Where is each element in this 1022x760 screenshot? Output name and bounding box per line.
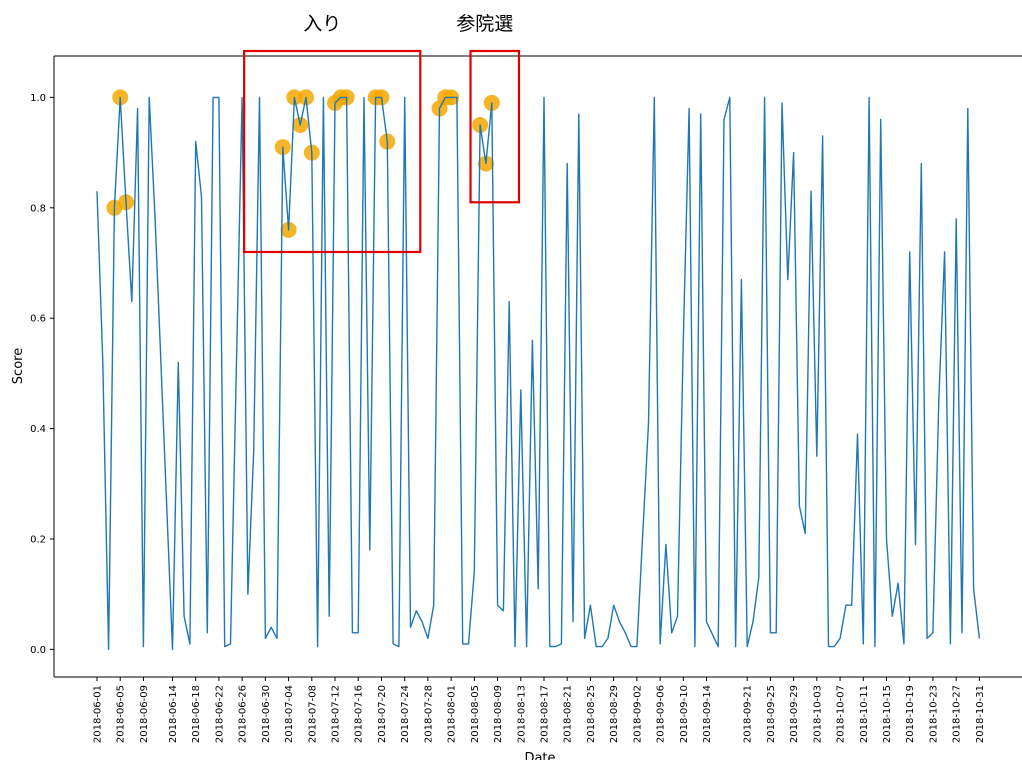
x-tick-label: 2018-08-01 <box>447 685 458 743</box>
y-tick-label: 0.0 <box>30 645 46 656</box>
x-tick-label: 2018-07-16 <box>354 685 365 743</box>
x-tick-label: 2018-10-07 <box>836 685 847 743</box>
x-tick-label: 2018-10-19 <box>905 685 916 743</box>
annotation-label: 参院選 <box>456 13 513 35</box>
x-tick-label: 2018-08-13 <box>516 685 527 743</box>
y-tick-label: 0.8 <box>30 203 46 214</box>
x-tick-label: 2018-10-03 <box>812 685 823 743</box>
x-tick-label: 2018-07-08 <box>307 685 318 743</box>
x-tick-label: 2018-08-05 <box>470 685 481 743</box>
x-tick-label: 2018-08-25 <box>586 685 597 743</box>
x-tick-label: 2018-10-23 <box>928 685 939 743</box>
x-tick-label: 2018-08-21 <box>563 685 574 743</box>
annotation-box <box>243 49 422 254</box>
x-tick-label: 2018-06-26 <box>238 685 249 743</box>
x-tick-label: 2018-10-31 <box>975 685 986 743</box>
x-tick-label: 2018-09-29 <box>789 685 800 743</box>
y-tick-label: 0.2 <box>30 535 46 546</box>
annotation-box <box>469 49 521 204</box>
x-tick-label: 2018-09-02 <box>632 685 643 743</box>
x-tick-label: 2018-06-14 <box>168 685 179 743</box>
x-tick-label: 2018-10-11 <box>859 685 870 743</box>
x-tick-label: 2018-09-10 <box>679 685 690 743</box>
x-tick-label: 2018-09-06 <box>656 685 667 743</box>
x-tick-label: 2018-09-25 <box>766 685 777 743</box>
x-axis-label: Date <box>524 751 555 760</box>
x-tick-label: 2018-10-27 <box>952 685 963 743</box>
x-tick-label: 2018-07-04 <box>284 685 295 743</box>
x-tick-label: 2018-08-17 <box>540 685 551 743</box>
x-tick-label: 2018-06-18 <box>191 685 202 743</box>
x-tick-label: 2018-07-28 <box>423 685 434 743</box>
x-tick-label: 2018-07-24 <box>400 685 411 743</box>
y-tick-label: 0.6 <box>30 314 46 325</box>
plot-area: 0.0 0.2 0.4 0.6 0.8 1.0 2018-06-01 2018-06-05 20… <box>30 13 1022 743</box>
y-tick-label: 0.4 <box>30 424 46 435</box>
x-tick-label: 2018-06-09 <box>139 685 150 743</box>
y-axis-label: Score <box>11 348 26 384</box>
x-tick-label: 2018-07-20 <box>377 685 388 743</box>
y-tick-label: 1.0 <box>30 93 46 104</box>
x-tick-label: 2018-08-29 <box>609 685 620 743</box>
x-tick-label: 2018-06-01 <box>93 685 104 743</box>
x-tick-label: 2018-09-14 <box>702 685 713 743</box>
series-line <box>96 96 981 651</box>
annotation-label: 入り <box>303 13 341 35</box>
x-tick-label: 2018-06-30 <box>261 685 272 743</box>
x-tick-label: 2018-08-09 <box>493 685 504 743</box>
x-tick-label: 2018-06-05 <box>116 685 127 743</box>
x-tick-label: 2018-10-15 <box>882 685 893 743</box>
x-tick-label: 2018-07-12 <box>331 685 342 743</box>
x-tick-label: 2018-09-21 <box>743 685 754 743</box>
x-tick-label: 2018-06-22 <box>214 685 225 743</box>
